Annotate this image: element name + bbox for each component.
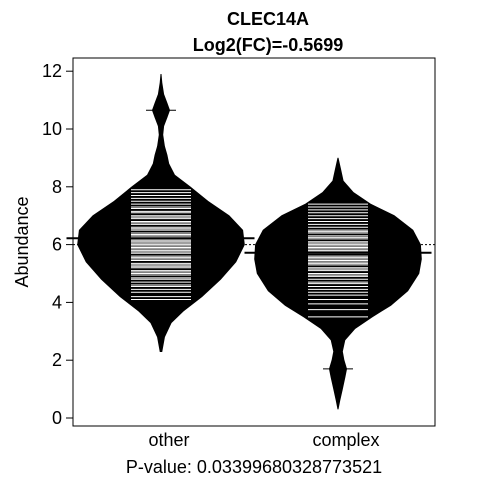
y-tick-label-2: 2 [52,350,62,370]
y-tick-label-8: 8 [52,177,62,197]
bean-complex [244,157,432,410]
chart-title: CLEC14A [227,9,309,29]
chart-subtitle: Log2(FC)=-0.5699 [193,35,344,55]
beans-layer [66,74,435,410]
x-tick-label-complex: complex [312,430,379,450]
plot-frame [72,57,436,427]
x-axis: other complex [148,430,379,450]
x-tick-label-other: other [148,430,189,450]
y-tick-label-10: 10 [42,119,62,139]
p-value-label: P-value: 0.03399680328773521 [126,457,382,477]
y-axis: 0 2 4 6 8 10 12 [42,61,74,428]
y-tick-label-0: 0 [52,408,62,428]
bean-other [66,74,255,352]
y-axis-label: Abundance [12,196,32,287]
y-tick-label-12: 12 [42,61,62,81]
y-tick-label-6: 6 [52,235,62,255]
y-tick-label-4: 4 [52,292,62,312]
